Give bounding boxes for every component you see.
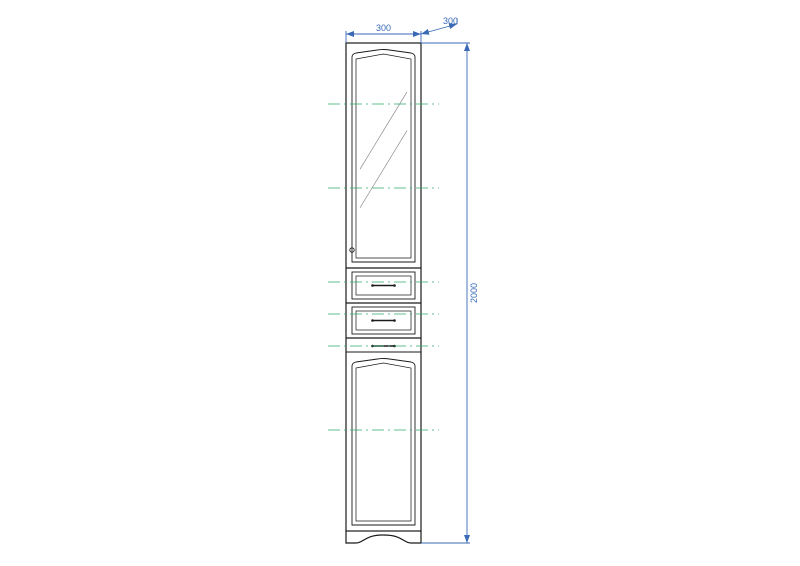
cabinet-body — [346, 43, 421, 531]
glass-reflection — [360, 131, 407, 208]
glass-reflection — [360, 92, 407, 169]
upper-door-panel — [352, 50, 415, 263]
lower-door-panel-inner — [356, 363, 411, 521]
handle-post — [393, 319, 396, 322]
upper-door-panel-inner — [356, 54, 411, 258]
handle-post — [393, 284, 396, 287]
cabinet-technical-drawing: 300 300 2000 — [0, 0, 800, 566]
lower-door-panel — [352, 359, 415, 526]
handle-post — [371, 284, 374, 287]
dim-depth-label: 300 — [443, 16, 458, 26]
dim-height-label: 2000 — [469, 283, 479, 303]
dim-width-label: 300 — [376, 23, 391, 33]
cabinet-plinth — [346, 531, 421, 543]
handle-post — [371, 319, 374, 322]
